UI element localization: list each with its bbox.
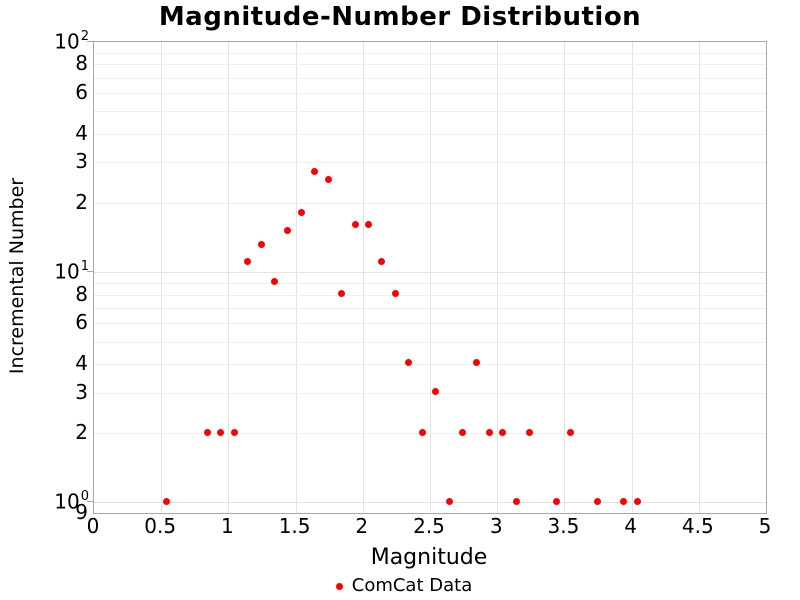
- y-gridline: [94, 77, 766, 79]
- y-tick-label: 2: [75, 189, 88, 214]
- data-point: [351, 220, 359, 228]
- data-point: [257, 241, 265, 249]
- y-gridline: [94, 363, 766, 365]
- x-tick-label: 3: [489, 514, 503, 538]
- y-tick-label: 3: [75, 149, 88, 174]
- y-tick-label: 9: [75, 500, 88, 524]
- y-gridline: [94, 433, 766, 435]
- data-point: [526, 428, 534, 436]
- data-point: [284, 227, 292, 235]
- y-gridline: [94, 133, 766, 135]
- x-tick-label: 1: [221, 514, 234, 538]
- y-tick-mark: [87, 271, 93, 273]
- data-point: [593, 497, 601, 505]
- y-tick-label: 2: [75, 420, 88, 445]
- y-gridline: [94, 202, 766, 204]
- x-gridline: [295, 42, 297, 513]
- y-tick-label: 4: [75, 120, 88, 145]
- y-gridline: [94, 272, 766, 274]
- y-gridline: [94, 64, 766, 66]
- data-point: [391, 290, 399, 298]
- data-point: [485, 428, 493, 436]
- data-point: [553, 497, 561, 505]
- data-point: [566, 428, 574, 436]
- data-point: [499, 428, 507, 436]
- y-tick-label: 4: [75, 350, 88, 375]
- data-point: [163, 497, 171, 505]
- y-gridline: [94, 294, 766, 296]
- y-tick-mark: [87, 501, 93, 503]
- data-point: [459, 428, 467, 436]
- x-tick-label: 2: [355, 514, 369, 538]
- y-tick-label: 100: [54, 489, 89, 515]
- x-tick-label: 4: [624, 514, 637, 538]
- legend-label: ComCat Data: [351, 575, 473, 596]
- plot-area: [93, 41, 767, 514]
- data-point: [512, 497, 520, 505]
- data-point: [311, 168, 319, 176]
- y-tick-label: 8: [75, 51, 88, 76]
- x-gridline: [698, 42, 700, 513]
- y-tick-label: 6: [75, 80, 88, 105]
- data-point: [378, 258, 386, 266]
- data-point: [324, 176, 332, 184]
- data-point: [405, 359, 413, 367]
- chart-title: Magnitude-Number Distribution: [158, 2, 642, 32]
- data-point: [620, 497, 628, 505]
- y-tick-label: 102: [54, 29, 89, 54]
- y-gridline: [94, 282, 766, 284]
- data-point: [472, 359, 480, 367]
- legend: ComCat Data: [0, 575, 800, 597]
- y-gridline: [94, 93, 766, 95]
- y-tick-mark: [87, 41, 93, 42]
- data-point: [418, 428, 426, 436]
- data-point: [217, 428, 225, 436]
- y-tick-label: 8: [75, 281, 88, 306]
- y-gridline: [94, 341, 766, 343]
- y-gridline: [94, 307, 766, 309]
- data-point: [297, 208, 305, 216]
- x-gridline: [497, 42, 499, 513]
- y-gridline: [94, 502, 766, 504]
- x-gridline: [161, 42, 163, 513]
- x-tick-label: 3.5: [547, 514, 580, 538]
- data-point: [203, 428, 211, 436]
- data-point: [230, 428, 238, 436]
- y-gridline: [94, 323, 766, 325]
- x-tick-label: 5: [758, 514, 772, 538]
- x-gridline: [564, 42, 566, 513]
- y-tick-label: 6: [75, 310, 88, 335]
- x-tick-label: 4.5: [681, 514, 714, 538]
- x-axis-title: Magnitude: [370, 545, 488, 570]
- x-tick-label: 0: [86, 514, 100, 538]
- data-point: [432, 388, 440, 396]
- y-gridline: [94, 111, 766, 113]
- data-point: [270, 278, 278, 286]
- y-tick-label: 101: [54, 259, 89, 284]
- y-gridline: [94, 52, 766, 54]
- data-point: [633, 497, 641, 505]
- x-tick-label: 1.5: [278, 514, 311, 538]
- x-gridline: [631, 42, 633, 513]
- y-gridline: [94, 162, 766, 164]
- data-point: [244, 258, 252, 266]
- y-tick-label: 3: [75, 379, 88, 404]
- x-tick-label: 0.5: [144, 514, 177, 538]
- data-point: [365, 220, 373, 228]
- x-gridline: [228, 42, 230, 513]
- y-gridline: [94, 392, 766, 394]
- x-gridline: [362, 42, 364, 513]
- data-point: [445, 497, 453, 505]
- data-point: [338, 290, 346, 298]
- x-tick-label: 2.5: [413, 514, 445, 538]
- x-gridline: [430, 42, 431, 513]
- legend-marker-icon: [335, 582, 343, 590]
